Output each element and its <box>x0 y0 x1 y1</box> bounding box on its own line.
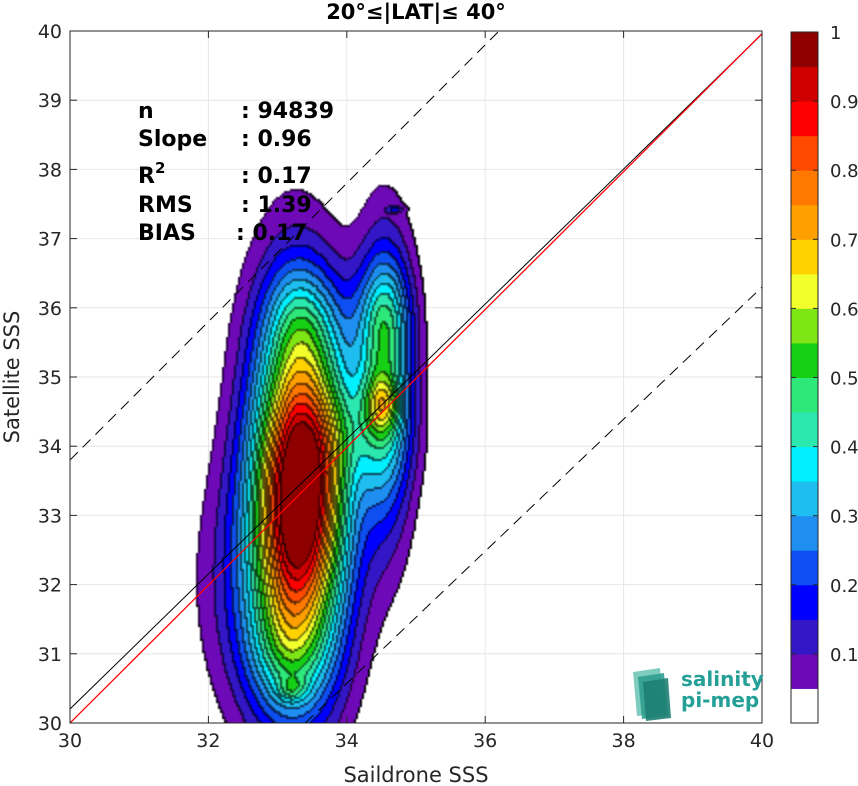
stat-value: : 94839 <box>241 99 334 124</box>
x-axis-label: Saildrone SSS <box>343 763 488 786</box>
stat-value: : 1.39 <box>241 193 312 218</box>
y-tick-label: 39 <box>38 90 62 112</box>
wave-logo-icon <box>633 668 671 721</box>
colorbar-segment <box>791 584 818 620</box>
colorbar-segment <box>791 515 818 551</box>
y-tick-label: 38 <box>38 159 62 181</box>
x-tick-label: 30 <box>58 730 82 752</box>
colorbar-tick-label: 0.6 <box>830 299 858 320</box>
stat-label: BIAS <box>138 221 196 246</box>
upper-bound-dashed-line <box>70 31 500 461</box>
y-axis-label: Satellite SSS <box>0 311 24 444</box>
colorbar-segment <box>791 66 818 102</box>
colorbar-segment <box>791 170 818 206</box>
stat-label: R2 <box>138 159 165 189</box>
colorbar-tick-label: 1 <box>830 23 841 44</box>
logo-line-1: salinity <box>681 667 764 691</box>
colorbar-segment <box>791 239 818 275</box>
x-tick-label: 36 <box>473 730 497 752</box>
colorbar-segment <box>791 550 818 586</box>
colorbar-segment <box>791 308 818 344</box>
colorbar-segment <box>791 135 818 171</box>
lower-bound-dashed-line <box>304 286 762 723</box>
logo-line-2: pi-mep <box>681 688 759 712</box>
stat-label: RMS <box>138 193 193 218</box>
colorbar-tick-label: 0.8 <box>830 161 858 182</box>
colorbar-segment <box>791 342 818 378</box>
x-tick-label: 38 <box>612 730 636 752</box>
colorbar-segment <box>791 688 818 724</box>
stat-label: Slope <box>138 127 207 152</box>
stat-label: n <box>138 99 154 124</box>
one-to-one-line <box>70 33 762 710</box>
colorbar-segment <box>791 32 818 68</box>
axis-ticks: 30 32 34 36 38 40 30 31 32 33 34 35 36 37 38 39 40 <box>38 21 774 752</box>
stat-value: : 0.17 <box>241 164 312 189</box>
colorbar-tick-label: 0.5 <box>830 369 858 390</box>
colorbar-tick-label: 0.4 <box>830 438 858 459</box>
colorbar-segment <box>791 653 818 689</box>
x-tick-label: 32 <box>196 730 220 752</box>
colorbar-segment <box>791 273 818 309</box>
regression-fit-line <box>70 33 762 723</box>
reference-lines <box>70 31 762 723</box>
colorbar-segment <box>791 412 818 448</box>
x-tick-label: 34 <box>335 730 359 752</box>
y-tick-label: 30 <box>38 713 62 735</box>
y-tick-label: 34 <box>38 436 62 458</box>
colorbar-tick-label: 0.3 <box>830 507 858 528</box>
colorbar-tick-label: 0.9 <box>830 92 858 113</box>
colorbar-segment <box>791 204 818 240</box>
y-tick-label: 32 <box>38 575 62 597</box>
colorbar-segment <box>791 481 818 517</box>
y-tick-label: 33 <box>38 505 62 527</box>
y-tick-label: 40 <box>38 21 62 43</box>
colorbar-tick-label: 0.2 <box>830 576 858 597</box>
salinity-pi-mep-logo: salinity pi-mep <box>633 667 764 721</box>
x-tick-label: 40 <box>750 730 774 752</box>
chart-title: 20°≤|LAT|≤ 40° <box>326 0 506 25</box>
colorbar-segment <box>791 101 818 137</box>
colorbar-tick-label: 0.1 <box>830 645 858 666</box>
stat-value: : 0.96 <box>241 127 312 152</box>
colorbar-segment <box>791 619 818 655</box>
stat-value: : 0.17 <box>236 221 307 246</box>
y-tick-label: 35 <box>38 367 62 389</box>
y-tick-label: 37 <box>38 229 62 251</box>
colorbar: 0.1 0.2 0.3 0.4 0.5 0.6 0.7 0.8 0.9 1 <box>790 23 858 724</box>
colorbar-segment <box>791 377 818 413</box>
y-tick-label: 36 <box>38 298 62 320</box>
statistics-box: n : 94839 Slope : 0.96 R2 : 0.17 RMS : 1.39 BIAS… <box>138 99 334 246</box>
y-tick-label: 31 <box>38 644 62 666</box>
colorbar-segment <box>791 446 818 482</box>
colorbar-tick-label: 0.7 <box>830 230 858 251</box>
